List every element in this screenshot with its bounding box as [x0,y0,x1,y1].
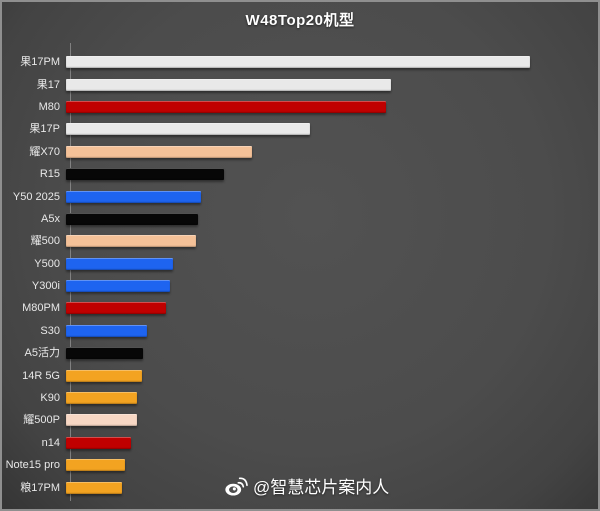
chart-row: 果17P [2,118,598,140]
chart-bar [66,190,201,203]
chart-bar [66,56,530,69]
chart-row: A5x [2,208,598,230]
chart-bar [66,347,143,360]
category-label: A5x [41,212,60,225]
category-label: A5活力 [24,347,60,360]
chart-row: 果17PM [2,51,598,73]
category-label: Note15 pro [5,459,60,472]
chart-row: 14R 5G [2,364,598,386]
category-label: M80 [38,100,60,113]
chart-bar [66,123,310,136]
chart-row: 果17 [2,73,598,95]
chart-bar [66,212,199,225]
chart-bar [66,481,122,494]
category-label: Y50 2025 [12,190,60,203]
chart-row: 耀500P [2,409,598,431]
chart-row: Note15 pro [2,454,598,476]
category-label: 耀X70 [29,145,60,158]
category-label: Y300i [31,280,60,293]
chart-title: W48Top20机型 [245,12,355,29]
chart-bar [66,145,252,158]
chart-row: Y50 2025 [2,185,598,207]
chart-bar [66,168,224,181]
chart-bar [66,369,142,382]
category-label: n14 [41,436,60,449]
chart-bar [66,257,173,270]
chart-bar [66,280,171,293]
chart-bar [66,392,138,405]
category-label: Y500 [34,257,60,270]
category-label: 果17 [36,78,60,91]
chart-row: K90 [2,387,598,409]
category-label: 耀500 [30,235,60,248]
category-label: K90 [40,392,60,405]
chart-bar [66,436,131,449]
chart-row: M80 [2,96,598,118]
category-label: 14R 5G [22,369,60,382]
chart-row: n14 [2,432,598,454]
bars-container: 果17PM 果17 M80 果17P 耀X70 R15 Y50 2025 A5x 耀500 Y50… [2,51,598,499]
chart-row: M80PM [2,297,598,319]
chart-row: R15 [2,163,598,185]
chart-bar [66,302,166,315]
category-axis-line [70,43,71,501]
category-label: 耀500P [23,414,60,427]
chart-bar [66,459,125,472]
category-label: 果17P [29,123,60,136]
watermark: @智慧芯片案内人 [224,473,389,498]
chart-row: 耀500 [2,230,598,252]
category-label: M80PM [22,302,60,315]
chart-row: S30 [2,320,598,342]
chart-bar [66,235,196,248]
chart-row: 粮17PM [2,476,598,498]
chart-row: 耀X70 [2,141,598,163]
plot-area: 果17PM 果17 M80 果17P 耀X70 R15 Y50 2025 A5x 耀500 Y50… [2,43,598,501]
chart-row: A5活力 [2,342,598,364]
chart-row: Y300i [2,275,598,297]
category-label: 果17PM [20,56,60,69]
chart-bar [66,414,137,427]
chart-row: Y500 [2,253,598,275]
category-label: 粮17PM [20,481,60,494]
watermark-handle: @智慧芯片案内人 [253,478,390,497]
chart-bar [66,324,148,337]
weibo-icon [225,476,248,496]
chart-bar [66,78,391,91]
category-label: R15 [39,168,60,181]
category-label: S30 [40,324,60,337]
chart-bar [66,100,387,113]
